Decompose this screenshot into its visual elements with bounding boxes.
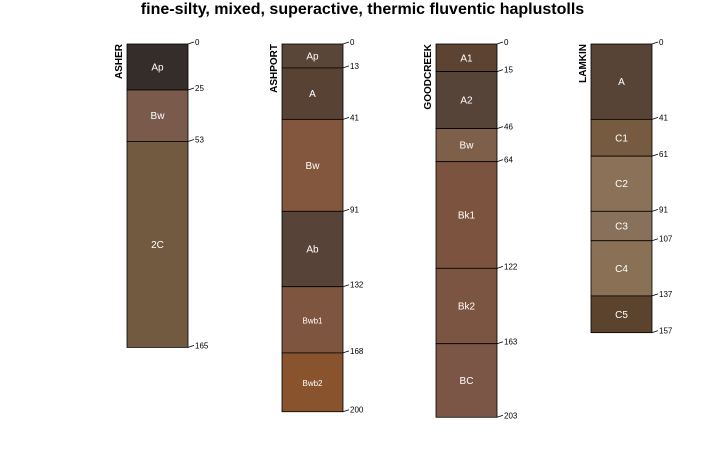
horizon-bwb1: [281, 286, 344, 354]
depth-label: 91: [350, 205, 359, 214]
depth-label: 13: [350, 62, 359, 71]
depth-label: 137: [659, 290, 673, 299]
horizon-label: Bw: [460, 141, 475, 152]
depth-label: 91: [659, 205, 668, 214]
horizon-ap: [126, 43, 189, 91]
depth-tick: [496, 41, 504, 45]
depth-tick: [187, 139, 195, 142]
horizon-label: A1: [460, 53, 473, 64]
depth-tick: [342, 284, 350, 288]
depth-tick: [651, 117, 659, 120]
profile-goodcreek: A1 A2 Bw Bk1 Bk2 BC 0 15 46 64 122 163 203 GOODCREEK: [423, 38, 518, 420]
profile-ashport: Ap A Bw Ab Bwb1 Bwb2 0 13 41 91 132 168 200 ASHPORT: [269, 38, 364, 415]
horizon-label: C4: [615, 264, 628, 275]
depth-label: 0: [504, 38, 509, 47]
depth-label: 200: [350, 406, 364, 415]
horizon-label: C3: [615, 222, 628, 233]
horizon-label: A: [309, 89, 316, 100]
profile-asher: Ap Bw 2C 0 25 53 165 ASHER: [114, 38, 209, 350]
depth-tick: [342, 208, 350, 212]
depth-tick: [187, 87, 195, 91]
profile-lamkin: A C1 C2 C3 C4 C5 0 41 61 91 107 137 157 LAMKIN: [578, 38, 673, 336]
profile-name: ASHPORT: [269, 44, 280, 93]
depth-label: 122: [504, 262, 518, 271]
depth-tick: [342, 409, 350, 413]
depth-label: 15: [504, 66, 513, 75]
horizon-label: C2: [615, 179, 628, 190]
horizon-c2: [590, 155, 653, 212]
depth-tick: [496, 126, 504, 129]
horizon-a2: [435, 71, 498, 129]
depth-label: 0: [350, 38, 355, 47]
horizon-c1: [590, 118, 653, 157]
depth-label: 163: [504, 338, 518, 347]
horizon-label: C1: [615, 133, 628, 144]
horizon-bk1: [435, 161, 498, 269]
profile-name: LAMKIN: [578, 44, 589, 83]
depth-tick: [187, 41, 195, 45]
depth-label: 168: [350, 347, 364, 356]
horizon-bk2: [435, 267, 498, 345]
horizon-c4: [590, 240, 653, 297]
depth-label: 165: [195, 341, 209, 350]
horizon-label: Bw: [306, 161, 321, 172]
horizon-label: Ap: [151, 62, 164, 73]
depth-label: 61: [659, 150, 668, 159]
depth-label: 107: [659, 235, 673, 244]
depth-tick: [187, 345, 195, 348]
horizon-bwb2: [281, 352, 344, 413]
depth-tick: [651, 208, 659, 212]
depth-tick: [496, 69, 504, 72]
depth-tick: [651, 153, 659, 157]
depth-tick: [496, 414, 504, 418]
horizon-a: [590, 43, 653, 120]
depth-tick: [651, 330, 659, 334]
horizon-label: Bw: [151, 111, 166, 122]
horizon-label: Ab: [306, 245, 319, 256]
depth-tick: [651, 293, 659, 297]
depth-tick: [651, 41, 659, 45]
depth-tick: [496, 341, 504, 345]
depth-label: 46: [504, 123, 513, 132]
horizon-label: A2: [460, 96, 473, 107]
depth-label: 25: [195, 84, 204, 93]
depth-label: 0: [195, 38, 200, 47]
depth-tick: [496, 159, 504, 163]
depth-label: 0: [659, 38, 664, 47]
depth-tick: [342, 117, 350, 120]
depth-label: 157: [659, 327, 673, 336]
horizon-a1: [435, 43, 498, 72]
depth-tick: [342, 41, 350, 45]
depth-label: 41: [350, 113, 359, 122]
horizon-label: 2C: [151, 240, 164, 251]
horizon-label: Ap: [306, 51, 319, 62]
horizon-label: Bwb1: [302, 316, 323, 325]
horizon-label: Bk1: [458, 210, 476, 221]
horizon-label: Bwb2: [302, 379, 323, 388]
page-title: fine-silty, mixed, superactive, thermic …: [140, 1, 585, 18]
profile-name: GOODCREEK: [423, 43, 434, 109]
horizon-c3: [590, 210, 653, 242]
profile-name: ASHER: [114, 43, 125, 79]
horizon-bc: [435, 343, 498, 418]
depth-tick: [496, 265, 504, 269]
depth-tick: [651, 238, 659, 242]
depth-tick: [342, 350, 350, 354]
depth-label: 132: [350, 281, 364, 290]
horizon-2c: [126, 141, 189, 348]
horizon-label: Bk2: [458, 302, 476, 313]
horizon-label: C5: [615, 310, 628, 321]
horizon-label: BC: [460, 376, 474, 387]
depth-label: 41: [659, 113, 668, 122]
horizon-c5: [590, 295, 653, 334]
horizon-label: A: [618, 77, 625, 88]
depth-label: 203: [504, 411, 518, 420]
depth-label: 53: [195, 135, 204, 144]
depth-tick: [342, 65, 350, 69]
depth-label: 64: [504, 156, 513, 165]
